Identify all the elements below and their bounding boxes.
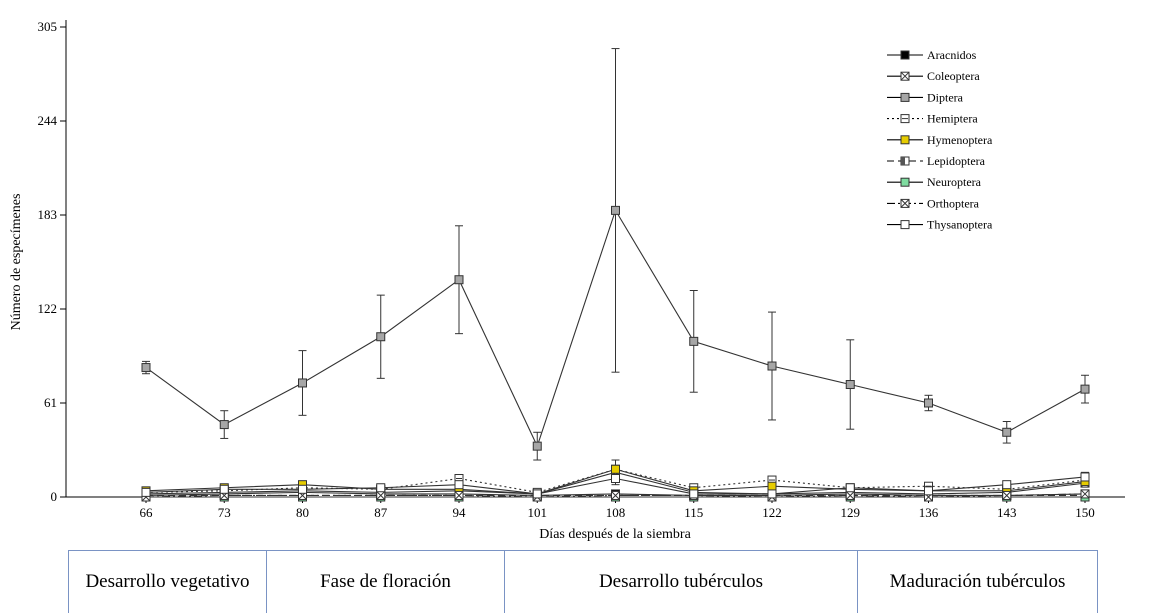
data-point-cross: [1080, 489, 1090, 499]
data-point: [532, 441, 542, 451]
x-tick-label: 150: [1075, 505, 1095, 520]
data-point-cross: [845, 491, 855, 500]
phase-label: Fase de floración: [320, 571, 451, 592]
data-point: [1080, 384, 1090, 394]
series-lines: [141, 205, 1090, 502]
data-point: [767, 361, 777, 371]
phase-tuber-maturation: Maduración tubérculos: [858, 551, 1098, 613]
x-tick-label: 143: [997, 505, 1017, 520]
data-point: [611, 474, 620, 484]
data-point: [376, 332, 386, 342]
x-tick-label: 80: [296, 505, 309, 520]
legend-label: Orthoptera: [927, 196, 980, 210]
data-point-cross: [376, 491, 386, 500]
data-point: [689, 336, 699, 346]
data-point: [454, 275, 464, 285]
data-point-cross: [1002, 491, 1012, 500]
x-tick-label: 94: [453, 505, 467, 520]
data-point-cross: [454, 491, 464, 500]
x-tick-label: 101: [528, 505, 548, 520]
data-point: [611, 205, 620, 215]
x-tick-label: 115: [684, 505, 703, 520]
phase-label: Desarrollo tubérculos: [598, 571, 764, 592]
data-point: [298, 484, 307, 494]
legend-marker-half: [901, 157, 905, 165]
chart-axes: 0 61 122 183 244 305 66 73 80 87 94 101 108 115 122 129…: [38, 19, 1125, 520]
data-point: [924, 486, 933, 496]
y-tick-label: 244: [38, 113, 58, 128]
legend-marker: [900, 177, 910, 187]
data-point: [141, 487, 151, 497]
y-tick-label: 122: [38, 301, 58, 316]
phase-label: Desarrollo vegetativo: [85, 571, 250, 592]
data-point: [219, 420, 229, 430]
legend-label: Aracnidos: [927, 48, 977, 62]
chart-legend: Aracnidos Coleoptera Diptera Hemiptera Hymen…: [887, 48, 993, 232]
data-point: [141, 363, 151, 373]
x-axis-label: Días después de la siembra: [539, 527, 691, 542]
phase-vegetative: Desarrollo vegetativo: [68, 551, 267, 613]
data-point: [1002, 480, 1012, 490]
phase-bar: Desarrollo vegetativo Fase de floración …: [68, 550, 1098, 613]
x-tick-label: 108: [606, 505, 626, 520]
y-axis-label: Número de especímenes: [9, 194, 24, 331]
legend-marker: [900, 135, 910, 145]
x-tick-label: 136: [919, 505, 939, 520]
y-tick-label: 305: [38, 19, 58, 34]
data-point: [1002, 427, 1012, 437]
legend-marker-cross: [900, 199, 910, 208]
data-point: [611, 464, 620, 474]
legend-label: Neuroptera: [927, 175, 982, 189]
data-point: [689, 489, 699, 499]
legend-marker: [900, 92, 910, 102]
phase-tuber-development: Desarrollo tubérculos: [505, 551, 858, 613]
y-tick-label: 0: [51, 489, 58, 504]
data-point: [376, 483, 386, 493]
data-point: [1080, 472, 1090, 482]
data-point: [924, 398, 933, 408]
legend-label: Lepidoptera: [927, 154, 986, 168]
y-tick-label: 183: [38, 207, 58, 222]
legend-label: Coleoptera: [927, 69, 980, 83]
legend-marker-cross: [900, 71, 910, 81]
legend-marker: [900, 220, 910, 230]
data-point: [454, 480, 464, 490]
data-point: [219, 484, 229, 494]
data-point: [532, 489, 542, 499]
legend-marker: [900, 50, 910, 60]
legend-label: Diptera: [927, 90, 964, 104]
data-point: [845, 483, 855, 493]
phase-label: Maduración tubérculos: [889, 571, 1066, 592]
data-point-cross: [611, 491, 620, 500]
x-tick-label: 87: [374, 505, 388, 520]
data-point: [298, 378, 307, 388]
line-chart: 0 61 122 183 244 305 66 73 80 87 94 101 108 115 122 129…: [9, 19, 1125, 542]
legend-label: Hymenoptera: [927, 133, 993, 147]
x-tick-label: 73: [218, 505, 231, 520]
x-tick-label: 129: [841, 505, 861, 520]
data-point: [767, 481, 777, 491]
legend-label: Thysanoptera: [927, 218, 993, 232]
x-tick-label: 66: [140, 505, 154, 520]
phase-flowering: Fase de floración: [267, 551, 505, 613]
x-tick-label: 122: [762, 505, 782, 520]
data-point: [767, 489, 777, 499]
y-tick-label: 61: [44, 395, 57, 410]
data-point: [845, 380, 855, 390]
legend-label: Hemiptera: [927, 112, 978, 126]
